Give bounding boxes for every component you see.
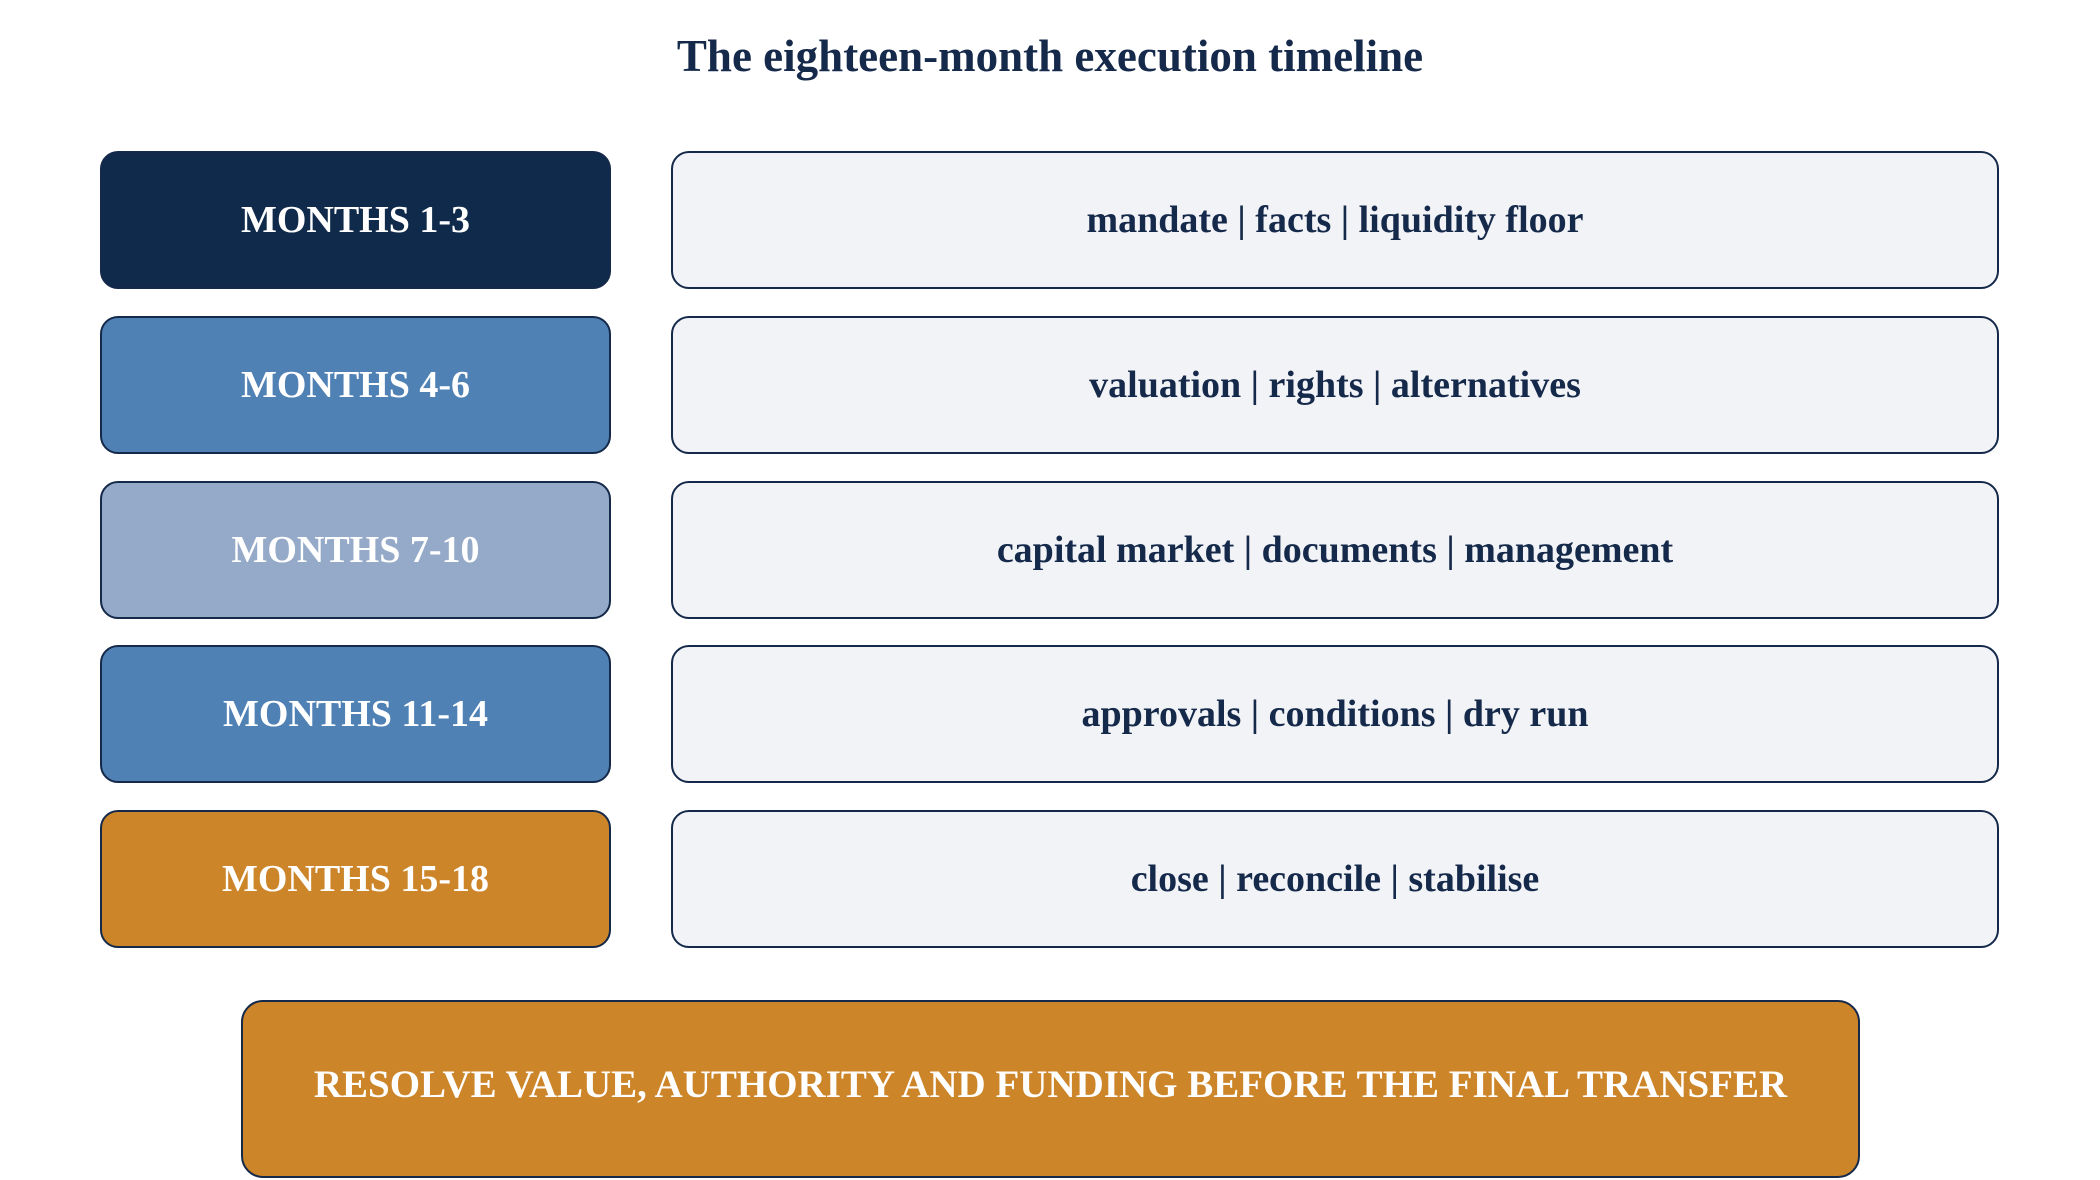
footer-banner: RESOLVE VALUE, AUTHORITY AND FUNDING BEF… [241,1000,1860,1178]
period-label: MONTHS 11-14 [223,693,488,736]
tasks-label: capital market | documents | management [996,528,1674,571]
tasks-label: approvals | conditions | dry run [1081,693,1589,736]
period-box: MONTHS 1-3 [100,151,611,289]
tasks-box: capital market | documents | management [671,480,1999,619]
footer-text: RESOLVE VALUE, AUTHORITY AND FUNDING BEF… [313,1062,1788,1106]
period-label: MONTHS 1-3 [240,199,471,241]
tasks-box: mandate | facts | liquidity floor [671,151,1999,289]
period-box: MONTHS 4-6 [100,315,611,454]
period-box: MONTHS 11-14 [100,645,611,784]
tasks-box: approvals | conditions | dry run [671,645,1999,784]
tasks-box: close | reconcile | stabilise [671,810,1999,948]
tasks-box: valuation | rights | alternatives [671,315,1999,454]
period-label: MONTHS 4-6 [240,363,471,406]
period-label: MONTHS 7-10 [231,528,480,571]
tasks-label: mandate | facts | liquidity floor [1086,199,1584,241]
period-box: MONTHS 7-10 [100,480,611,619]
period-label: MONTHS 15-18 [221,858,490,900]
tasks-label: close | reconcile | stabilise [1130,858,1540,900]
period-box: MONTHS 15-18 [100,810,611,948]
tasks-label: valuation | rights | alternatives [1089,363,1581,406]
title: The eighteen-month execution timeline [676,31,1424,81]
